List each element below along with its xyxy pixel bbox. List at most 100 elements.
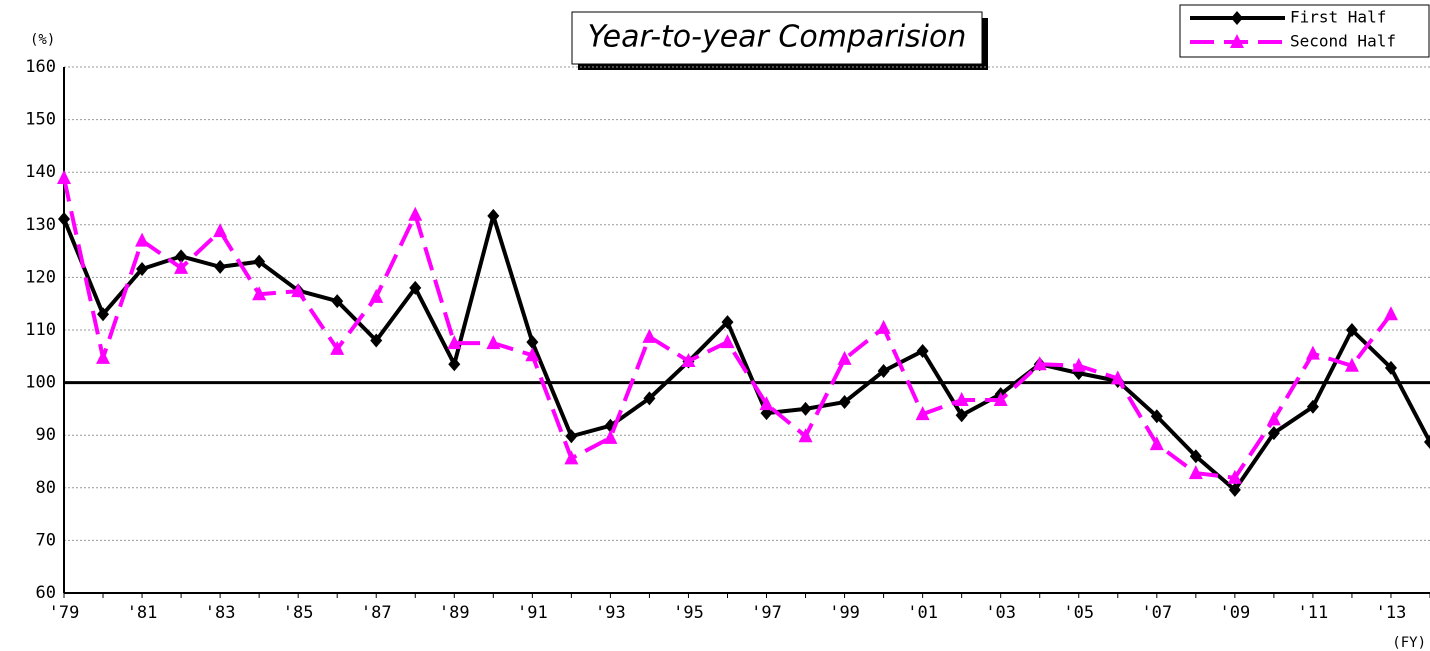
marker xyxy=(1071,357,1086,372)
marker xyxy=(448,357,461,372)
marker xyxy=(214,259,227,274)
marker xyxy=(1231,11,1243,25)
marker xyxy=(135,232,150,247)
marker xyxy=(291,283,306,298)
x-tick-label: '95 xyxy=(673,603,704,623)
marker xyxy=(96,349,111,364)
y-tick-label: 60 xyxy=(36,583,56,603)
marker xyxy=(174,259,189,274)
marker xyxy=(1230,34,1244,48)
marker xyxy=(58,212,70,227)
x-tick-label: '99 xyxy=(829,603,860,623)
marker xyxy=(1345,323,1358,337)
legend-box xyxy=(1179,4,1430,58)
marker xyxy=(681,353,696,368)
marker xyxy=(408,206,423,221)
marker xyxy=(1227,469,1242,484)
x-tick-label: '01 xyxy=(907,603,938,623)
marker xyxy=(877,364,890,379)
x-unit-label: (FY) xyxy=(1392,635,1426,651)
marker xyxy=(57,169,71,184)
y-tick-label: 110 xyxy=(25,320,56,340)
marker xyxy=(643,391,656,406)
marker xyxy=(409,280,422,295)
marker xyxy=(954,391,969,406)
title-box xyxy=(571,11,983,65)
marker xyxy=(1228,482,1241,497)
marker xyxy=(97,307,110,322)
marker xyxy=(759,396,774,411)
marker xyxy=(331,294,344,309)
y-tick-label: 130 xyxy=(25,215,56,235)
marker xyxy=(564,450,579,465)
y-tick-label: 90 xyxy=(36,425,56,445)
marker xyxy=(330,340,345,355)
y-tick-label: 120 xyxy=(25,267,56,287)
y-tick-label: 100 xyxy=(25,373,56,393)
x-tick-label: '09 xyxy=(1219,603,1250,623)
y-tick-label: 140 xyxy=(25,162,56,182)
marker xyxy=(1032,356,1047,371)
y-tick-label: 70 xyxy=(36,530,56,550)
x-tick-label: '05 xyxy=(1063,603,1094,623)
marker xyxy=(447,335,462,350)
x-tick-label: '03 xyxy=(985,603,1016,623)
marker xyxy=(175,249,188,264)
marker xyxy=(1305,345,1320,360)
marker xyxy=(526,335,539,350)
y-unit-label: (%) xyxy=(30,32,55,48)
marker xyxy=(1384,360,1397,375)
marker xyxy=(136,261,149,276)
x-tick-label: '97 xyxy=(751,603,782,623)
marker xyxy=(1149,436,1164,451)
marker xyxy=(916,344,929,359)
series-line xyxy=(62,213,1430,492)
x-tick-label: '83 xyxy=(205,603,236,623)
x-tick-label: '93 xyxy=(595,603,626,623)
marker xyxy=(1306,399,1319,414)
y-tick-label: 150 xyxy=(25,110,56,130)
y-tick-label: 80 xyxy=(36,478,56,498)
x-tick-label: '13 xyxy=(1376,603,1407,623)
marker xyxy=(253,254,266,269)
marker xyxy=(993,391,1008,406)
marker xyxy=(1110,370,1125,385)
marker xyxy=(721,315,734,330)
marker xyxy=(1266,411,1281,426)
x-tick-label: '87 xyxy=(361,603,392,623)
marker xyxy=(603,429,618,444)
marker xyxy=(1189,449,1202,464)
marker xyxy=(915,406,930,421)
marker xyxy=(1188,465,1203,480)
marker xyxy=(955,408,968,423)
x-tick-label: '91 xyxy=(517,603,548,623)
marker xyxy=(876,319,891,334)
marker xyxy=(838,395,851,410)
marker xyxy=(837,350,852,365)
marker xyxy=(487,208,500,223)
x-tick-label: '79 xyxy=(49,603,80,623)
marker xyxy=(1424,435,1430,450)
marker xyxy=(213,223,228,238)
marker xyxy=(1383,306,1398,321)
x-tick-label: '11 xyxy=(1298,603,1329,623)
marker xyxy=(1267,426,1280,441)
x-tick-label: '89 xyxy=(439,603,470,623)
x-tick-label: '85 xyxy=(283,603,314,623)
marker xyxy=(642,328,657,343)
marker xyxy=(525,347,540,362)
marker xyxy=(565,429,578,444)
marker xyxy=(799,401,812,416)
marker xyxy=(486,335,501,350)
marker xyxy=(720,334,735,349)
legend-label: Second Half xyxy=(1290,32,1396,51)
legend-label: First Half xyxy=(1290,8,1386,27)
x-tick-label: '81 xyxy=(127,603,158,623)
x-tick-label: '07 xyxy=(1141,603,1172,623)
marker xyxy=(1150,409,1163,424)
marker xyxy=(252,286,267,301)
y-tick-label: 160 xyxy=(25,57,56,77)
marker xyxy=(370,333,383,348)
marker xyxy=(369,288,384,303)
